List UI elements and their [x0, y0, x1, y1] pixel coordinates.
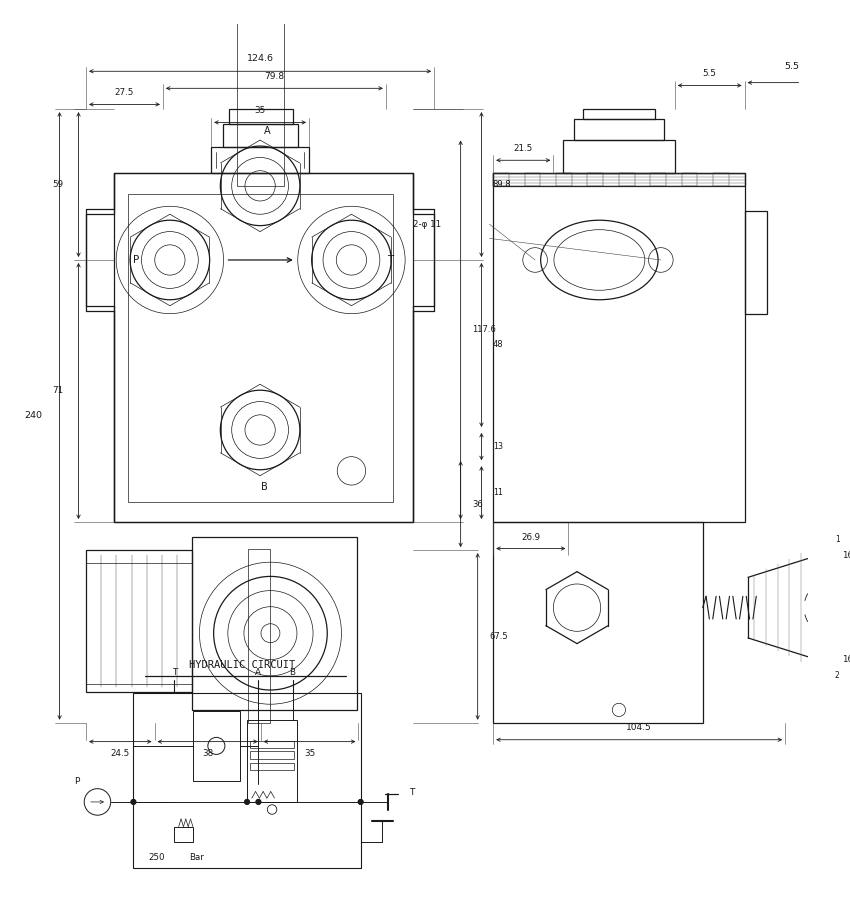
Text: P: P — [74, 777, 79, 786]
Bar — [223, 124, 298, 148]
Text: 21.5: 21.5 — [513, 144, 533, 153]
Bar — [250, 752, 294, 759]
Circle shape — [256, 799, 261, 805]
Text: 124.6: 124.6 — [246, 55, 274, 64]
Bar — [237, 20, 285, 185]
Text: B: B — [290, 668, 296, 677]
Text: T: T — [388, 255, 394, 265]
Circle shape — [245, 799, 249, 805]
Text: 5.5: 5.5 — [785, 62, 800, 71]
Bar — [128, 194, 394, 501]
Bar — [650, 173, 666, 185]
Bar — [493, 173, 509, 185]
Bar — [556, 173, 572, 185]
Bar — [587, 173, 603, 185]
Text: Bar: Bar — [190, 853, 204, 862]
Text: 13: 13 — [493, 442, 503, 451]
Text: 26.9: 26.9 — [521, 533, 541, 542]
Text: 2: 2 — [835, 671, 840, 680]
Bar — [563, 140, 675, 173]
Bar — [212, 148, 309, 173]
Bar — [619, 173, 635, 185]
Text: 2-φ 11: 2-φ 11 — [413, 220, 441, 229]
Text: 11: 11 — [493, 488, 503, 497]
Bar — [493, 173, 745, 522]
Text: B: B — [262, 482, 269, 491]
Bar — [114, 173, 413, 522]
Bar — [248, 549, 270, 723]
Text: 250: 250 — [149, 853, 165, 862]
Text: 71: 71 — [52, 386, 64, 395]
Text: A: A — [264, 126, 271, 136]
Bar — [575, 120, 664, 140]
Bar — [86, 550, 192, 692]
Text: 35: 35 — [304, 750, 315, 759]
Bar — [192, 537, 357, 710]
Text: 79.8: 79.8 — [264, 71, 285, 80]
Bar — [493, 173, 745, 185]
Text: P: P — [133, 255, 139, 265]
Text: 104.5: 104.5 — [626, 723, 652, 732]
Text: 59: 59 — [52, 180, 64, 189]
Bar — [682, 173, 698, 185]
Text: 1: 1 — [835, 535, 840, 544]
Bar — [229, 109, 292, 124]
Text: A: A — [255, 668, 262, 677]
Text: 5.5: 5.5 — [703, 68, 717, 77]
Bar — [250, 741, 294, 748]
Text: HYDRAULIC CIRCUIT: HYDRAULIC CIRCUIT — [190, 660, 296, 670]
Text: 48: 48 — [493, 340, 503, 349]
Text: 16°: 16° — [842, 655, 850, 664]
Text: 117.6: 117.6 — [472, 325, 496, 334]
Bar — [582, 109, 655, 120]
Bar — [250, 762, 294, 770]
Bar — [713, 173, 729, 185]
Text: 16°: 16° — [842, 551, 850, 560]
Bar — [192, 711, 241, 781]
Circle shape — [131, 799, 136, 805]
Circle shape — [359, 799, 363, 805]
Bar — [745, 212, 767, 314]
Bar — [247, 720, 297, 802]
Bar — [524, 173, 541, 185]
Bar — [493, 522, 703, 723]
Text: 27.5: 27.5 — [115, 87, 134, 96]
Text: 240: 240 — [25, 411, 42, 420]
Bar — [174, 826, 193, 842]
Text: 67.5: 67.5 — [489, 632, 507, 641]
Text: T: T — [172, 668, 177, 677]
Text: 89.8: 89.8 — [493, 180, 512, 189]
Bar — [133, 693, 360, 868]
Text: 24.5: 24.5 — [110, 750, 130, 759]
Text: T: T — [409, 788, 415, 797]
Text: 38: 38 — [202, 750, 213, 759]
Text: 36: 36 — [472, 500, 483, 508]
Text: 35: 35 — [254, 105, 266, 114]
